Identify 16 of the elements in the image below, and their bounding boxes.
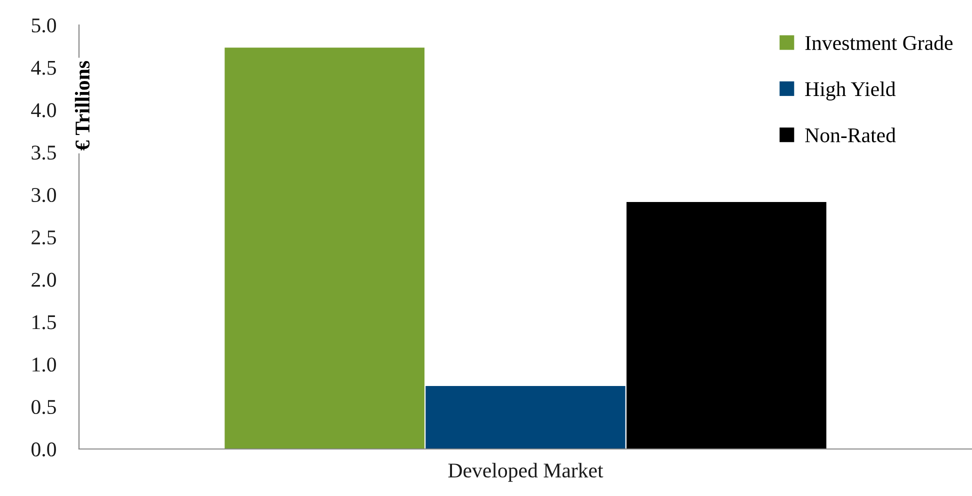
y-tick-label: 2.5 — [32, 230, 56, 245]
y-tick-label: 3.0 — [32, 188, 56, 202]
y-tick-label: 0.5 — [32, 400, 56, 414]
legend-label: High Yield — [805, 82, 896, 100]
x-tick-label: Developed Market — [448, 462, 604, 482]
legend-label: Investment Grade — [805, 35, 953, 50]
y-tick-label: 4.0 — [31, 103, 56, 118]
y-tick-label: 5.0 — [32, 18, 56, 33]
y-tick-label: 3.5 — [32, 146, 56, 160]
y-tick-label: 4.5 — [31, 60, 56, 75]
y-tick-label: 2.0 — [32, 272, 56, 287]
y-axis-title: € Trillions — [74, 61, 90, 150]
y-tick-label: 0.0 — [32, 442, 56, 457]
legend-label: Non-Rated — [805, 128, 896, 142]
y-tick-label: 1.0 — [32, 358, 56, 372]
y-tick-label: 1.5 — [32, 315, 56, 330]
